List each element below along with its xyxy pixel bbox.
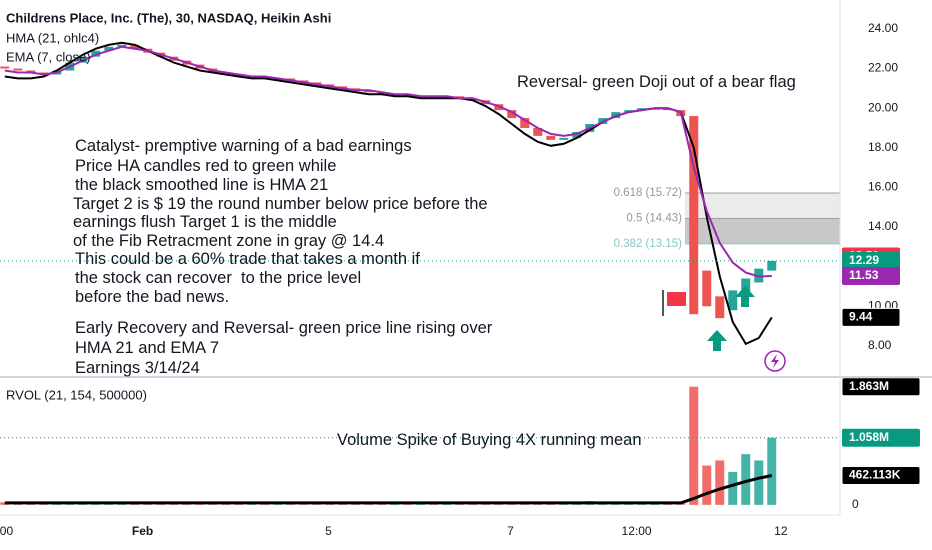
price-badge-label: 12.29	[849, 253, 879, 267]
price-badge	[842, 251, 900, 270]
annotation: Volume Spike of Buying 4X running mean	[337, 431, 642, 449]
candle-body	[559, 137, 569, 140]
y-tick-label: 22.00	[868, 61, 898, 75]
candle-body	[13, 68, 23, 71]
candle-body	[546, 135, 556, 140]
volume-bar	[689, 386, 699, 505]
annotation: the black smoothed line is HMA 21	[75, 176, 328, 194]
value-badge-label: 1.058M	[849, 430, 889, 444]
value-badge	[842, 428, 920, 447]
mean-line	[4, 474, 773, 505]
candle-body	[507, 110, 517, 119]
volume-bar	[741, 454, 751, 505]
flag-icon	[662, 290, 686, 316]
candle-body	[728, 290, 738, 311]
annotation: Earnings 3/14/24	[75, 359, 200, 377]
y-tick-label: 8.00	[868, 338, 892, 352]
candle-body	[533, 127, 543, 136]
candle-body	[702, 270, 712, 307]
volume-bar	[715, 460, 725, 505]
annotation: HMA 21 and EMA 7	[75, 339, 219, 357]
candle-body	[325, 84, 335, 87]
fib-label: 0.618 (15.72)	[614, 187, 683, 199]
indicator-line	[4, 45, 772, 278]
volume-bar	[728, 471, 738, 505]
annotation: before the bad news.	[75, 288, 229, 306]
y-tick-label: 16.00	[868, 180, 898, 194]
annotation: the stock can recover to the price level	[75, 269, 361, 287]
x-tick-label: 7	[507, 524, 514, 538]
fib-zone	[685, 192, 840, 219]
value-badge-label: 462.113K	[849, 468, 901, 482]
candle-body	[689, 116, 699, 315]
y-tick-label: 24.00	[868, 21, 898, 35]
candle-body	[741, 278, 751, 295]
candle-body	[0, 66, 10, 69]
annotation: of the Fib Retracment zone in gray @ 14.…	[73, 232, 384, 250]
y-tick-label: 18.00	[868, 140, 898, 154]
x-tick-label: :00	[0, 524, 13, 538]
annotation: earnings flush Target 1 is the middle	[73, 213, 337, 231]
x-tick-label: 12	[774, 524, 788, 538]
chart-title: Childrens Place, Inc. (The), 30, NASDAQ,…	[6, 10, 331, 25]
indicator-label: RVOL (21, 154, 500000)	[6, 387, 147, 402]
candle-body	[338, 86, 348, 89]
volume-bar	[767, 437, 777, 505]
value-badge-label: 1.863M	[849, 379, 889, 393]
candle-body	[117, 44, 127, 47]
price-badge-label: 9.44	[849, 310, 873, 324]
x-tick-label: Feb	[132, 524, 153, 538]
candle-body	[455, 96, 465, 99]
value-badge	[841, 466, 921, 486]
candle-body	[130, 44, 140, 49]
candle-body	[715, 296, 725, 319]
annotation: This could be a 60% trade that takes a m…	[75, 250, 420, 268]
event-icon	[764, 350, 786, 372]
arrow-icon	[735, 286, 755, 307]
arrow-icon	[707, 330, 727, 351]
price-badge	[841, 307, 901, 327]
annotation: Early Recovery and Reversal- green price…	[75, 319, 493, 337]
fib-label: 0.5 (14.43)	[626, 213, 682, 225]
candle-body	[767, 260, 777, 271]
price-badge	[842, 266, 900, 285]
indicator-label: HMA (21, ohlc4)	[6, 30, 99, 45]
annotation: Target 2 is $ 19 the round number below …	[73, 195, 488, 213]
candle-body	[104, 46, 114, 51]
price-badge-label: 11.53	[849, 268, 879, 282]
y-tick-label: 14.00	[868, 219, 898, 233]
fib-label: 0.382 (13.15)	[614, 238, 683, 250]
x-tick-label: 5	[325, 524, 332, 538]
volume-bar	[702, 465, 712, 505]
volume-bar	[754, 460, 764, 505]
x-tick-label: 12:00	[622, 524, 652, 538]
annotation: Catalyst- premptive warning of a bad ear…	[75, 137, 412, 155]
annotation: Reversal- green Doji out of a bear flag	[517, 73, 796, 91]
y-tick-label: 0	[852, 497, 859, 511]
annotation: Price HA candles red to green while	[75, 157, 336, 175]
indicator-label: EMA (7, close)	[6, 49, 91, 64]
y-tick-label: 20.00	[868, 100, 898, 114]
candle-body	[520, 118, 530, 128]
candle-body	[364, 90, 374, 93]
